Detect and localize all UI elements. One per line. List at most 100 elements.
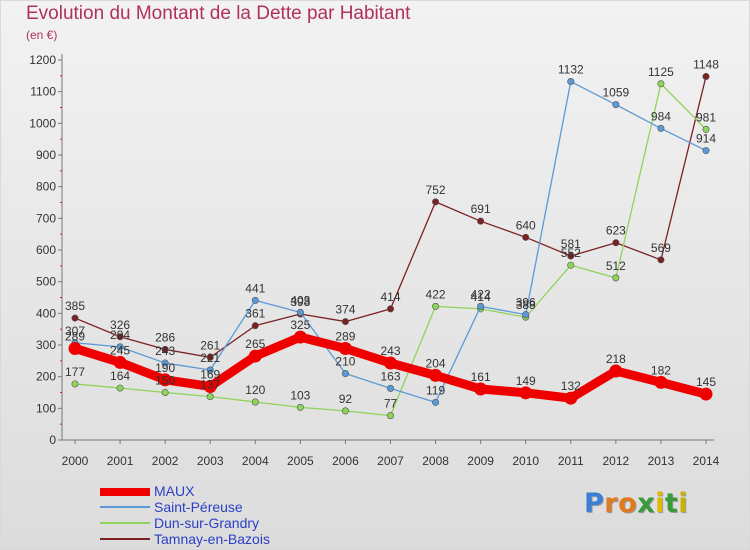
data-label: 103 [290, 388, 310, 402]
legend-swatch [100, 538, 150, 540]
data-point [206, 366, 214, 374]
chart-title: Evolution du Montant de la Dette par Hab… [26, 3, 411, 24]
data-point [522, 311, 530, 319]
data-point [341, 369, 349, 377]
data-point [519, 386, 533, 400]
x-tick-label: 2012 [603, 454, 630, 468]
data-label: 422 [426, 287, 446, 301]
data-label: 177 [65, 365, 85, 379]
data-label: 403 [290, 293, 310, 307]
data-point [116, 384, 124, 392]
data-point [702, 72, 710, 80]
data-label: 286 [155, 330, 175, 344]
legend-swatch [100, 506, 150, 508]
data-label: 182 [651, 363, 671, 377]
data-label: 161 [471, 370, 491, 384]
data-point [158, 373, 172, 387]
x-tick-label: 2002 [152, 454, 179, 468]
data-label: 552 [561, 246, 581, 260]
data-label: 245 [110, 343, 130, 357]
y-tick-label: 1200 [29, 53, 56, 67]
data-point [71, 380, 79, 388]
data-label: 981 [696, 110, 716, 124]
data-label: 326 [110, 318, 130, 332]
y-tick-label: 0 [49, 433, 56, 447]
data-point [477, 302, 485, 310]
data-label: 361 [245, 307, 265, 321]
data-point [296, 403, 304, 411]
data-label: 137 [200, 378, 220, 392]
data-point [251, 322, 259, 330]
data-label: 294 [110, 328, 130, 342]
data-point [161, 388, 169, 396]
data-point [116, 343, 124, 351]
data-label: 385 [65, 299, 85, 313]
logo-letter: i [655, 488, 665, 519]
data-label: 265 [245, 337, 265, 351]
data-point [341, 318, 349, 326]
data-point [567, 78, 575, 86]
data-label: 441 [245, 281, 265, 295]
data-point [612, 101, 620, 109]
data-point [432, 302, 440, 310]
data-label: 120 [245, 383, 265, 397]
data-label: 169 [200, 367, 220, 381]
data-point [702, 147, 710, 155]
logo-letter: t [664, 488, 679, 519]
y-tick-label: 300 [36, 338, 56, 352]
data-label: 210 [335, 355, 355, 369]
legend-label: MAUX [154, 483, 195, 499]
y-tick-label: 100 [36, 401, 56, 415]
data-label: 325 [290, 318, 310, 332]
data-label: 132 [561, 379, 581, 393]
unit-label: (en €) [26, 28, 58, 42]
data-point [699, 387, 713, 401]
data-label: 691 [471, 202, 491, 216]
data-point [68, 341, 82, 355]
x-tick-label: 2004 [242, 454, 269, 468]
y-tick-label: 500 [36, 275, 56, 289]
data-label: 243 [380, 344, 400, 358]
x-tick-label: 2010 [512, 454, 539, 468]
y-tick-label: 1100 [30, 85, 56, 99]
data-label: 145 [696, 375, 716, 389]
x-tick-label: 2013 [648, 454, 675, 468]
y-tick-label: 900 [36, 148, 56, 162]
data-point [248, 349, 262, 363]
data-label: 204 [426, 356, 446, 370]
legend-swatch [100, 522, 150, 524]
data-label: 581 [561, 237, 581, 251]
data-point [71, 314, 79, 322]
data-label: 374 [335, 303, 355, 317]
legend-swatch [100, 488, 150, 496]
data-point [384, 356, 397, 370]
data-point [386, 412, 394, 420]
data-label: 914 [696, 132, 716, 146]
data-label: 422 [471, 287, 491, 301]
x-tick-label: 2009 [467, 454, 494, 468]
legend-label: Tamnay-en-Bazois [154, 531, 270, 547]
data-point [338, 341, 352, 355]
data-point [116, 333, 124, 341]
x-tick-label: 2014 [693, 454, 720, 468]
data-point [386, 305, 394, 313]
data-point [206, 353, 214, 361]
data-label: 261 [200, 338, 220, 352]
data-label: 289 [65, 329, 85, 343]
proxiti-logo: Proxiti [584, 488, 688, 519]
x-tick-label: 2011 [558, 454, 584, 468]
y-tick-label: 400 [36, 306, 56, 320]
data-point [206, 393, 214, 401]
data-label: 92 [339, 392, 353, 406]
y-tick-label: 600 [36, 243, 56, 257]
x-tick-label: 2006 [332, 454, 359, 468]
logo-letter: r [604, 488, 619, 519]
data-label: 623 [606, 224, 626, 238]
x-tick-label: 2007 [377, 454, 404, 468]
logo-letter: i [678, 488, 689, 519]
data-label: 752 [426, 183, 446, 197]
data-point [567, 252, 575, 260]
y-tick-label: 700 [36, 211, 56, 225]
data-point [702, 125, 710, 133]
